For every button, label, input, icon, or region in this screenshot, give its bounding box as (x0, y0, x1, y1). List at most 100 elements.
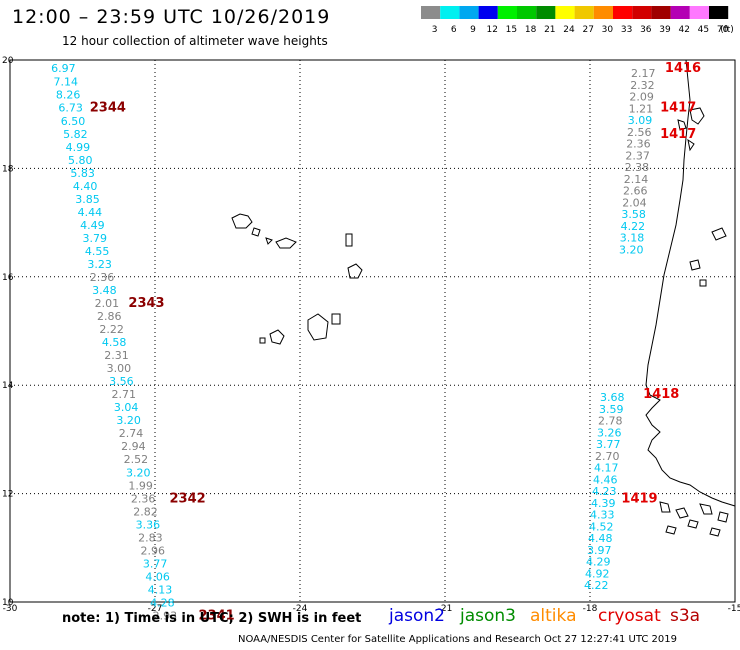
swh-value-label: 3.09 (628, 114, 653, 127)
swh-value-label: 3.77 (596, 438, 621, 451)
scale-label: 24 (563, 25, 575, 35)
swh-value-label: 4.52 (589, 520, 614, 533)
swh-value-label: 3.36 (136, 518, 161, 531)
swh-value-label: 3.18 (620, 232, 645, 245)
swh-value-label: 6.97 (51, 62, 75, 75)
satellite-legend-item: jason2 (389, 606, 445, 626)
swh-value-label: 3.20 (126, 466, 151, 479)
scale-label: 42 (678, 25, 689, 35)
swh-value-label: 3.85 (75, 193, 100, 206)
scale-label: 33 (621, 25, 632, 35)
map-subtitle: 12 hour collection of altimeter wave hei… (62, 34, 328, 48)
santa-luzia-island (265, 237, 273, 245)
swh-value-label: 2.86 (97, 310, 122, 323)
scale-label: 70 (717, 25, 729, 35)
sao-vicente-island (251, 227, 261, 237)
lat-tick-label: 18 (2, 164, 14, 174)
africa-coastline (645, 59, 736, 507)
scale-swatch (459, 6, 479, 19)
swh-value-label: 4.28 (150, 596, 175, 609)
lon-tick-label: -21 (438, 604, 453, 614)
swh-value-label: 2.36 (626, 138, 651, 151)
swh-value-label: 2.93 (153, 609, 178, 622)
swh-value-label: 2.17 (631, 67, 656, 80)
swh-value-label: 4.44 (78, 206, 103, 219)
fogo-island (269, 329, 285, 345)
scale-label: 15 (506, 25, 517, 35)
swh-value-label: 4.58 (102, 336, 127, 349)
swh-value-label: 2.38 (625, 161, 650, 174)
swh-value-label: 2.36 (90, 271, 115, 284)
pass-time-label: 2343 (128, 296, 164, 311)
scale-label: 27 (582, 25, 593, 35)
swh-value-label: 2.94 (121, 440, 145, 453)
swh-value-label: 2.74 (119, 427, 144, 440)
swh-value-label: 4.48 (588, 532, 613, 545)
coastline (231, 59, 736, 537)
boa-vista-island (347, 263, 363, 279)
swh-value-label: 2.82 (133, 505, 158, 518)
swh-value-label: 5.80 (68, 154, 93, 167)
lat-tick-label: 10 (2, 598, 14, 608)
sal-island (345, 233, 353, 247)
swh-value-label: 2.70 (595, 450, 620, 463)
lat-tick-label: 14 (2, 381, 14, 391)
map-grid: -30 -27 -24 -21 -18 -15 20 18 16 14 12 10 (2, 56, 740, 614)
swh-value-label: 3.59 (599, 403, 624, 416)
swh-value-label: 4.33 (590, 509, 615, 522)
swh-value-label: 3.56 (109, 375, 134, 388)
swh-value-label: 4.29 (586, 556, 611, 569)
banc-arguin-islands (677, 107, 705, 152)
sao-nicolau-island (275, 237, 297, 249)
scale-swatch (536, 6, 556, 19)
swh-value-label: 3.26 (597, 426, 622, 439)
footnote: note: 1) Time is in UTC; 2) SWH is in fe… (62, 611, 362, 626)
swh-value-label: 2.37 (625, 149, 650, 162)
swh-value-label: 3.20 (619, 243, 644, 256)
swh-value-label: 1.21 (629, 102, 654, 115)
map-title: 12:00 – 23:59 UTC 10/26/2019 (12, 6, 331, 28)
swh-value-label: 5.82 (63, 128, 88, 141)
swh-value-label: 4.17 (594, 462, 619, 475)
lon-tick-label: -24 (293, 604, 308, 614)
scale-label: 45 (698, 25, 709, 35)
swh-value-label: 3.04 (114, 401, 138, 414)
swh-value-label: 3.20 (116, 414, 141, 427)
swh-value-label: 4.13 (148, 583, 173, 596)
scale-swatch (651, 6, 671, 19)
pass-time-label: 1417 (660, 100, 696, 115)
pass-time-label: 2342 (170, 491, 206, 506)
swh-value-label: 4.46 (593, 473, 618, 486)
swh-value-label: 4.99 (66, 141, 91, 154)
scale-label: 18 (525, 25, 537, 35)
satellite-legend-item: altika (530, 606, 577, 626)
swh-value-label: 2.78 (598, 415, 623, 428)
swh-value-label: 6.73 (58, 101, 82, 114)
bijagos-islands (659, 501, 729, 537)
swh-value-label: 3.68 (600, 391, 625, 404)
scale-swatch (517, 6, 537, 19)
scale-label: 9 (470, 25, 476, 35)
santo-antao-island (231, 213, 253, 229)
swh-value-label: 2.83 (138, 531, 163, 544)
brava-island (259, 337, 266, 344)
swh-value-label: 4.49 (80, 219, 105, 232)
scale-swatch (689, 6, 709, 19)
swh-value-label: 1.99 (128, 479, 153, 492)
satellite-legend-item: jason3 (460, 606, 516, 626)
santiago-island (307, 313, 329, 341)
swh-value-label: 4.06 (145, 570, 170, 583)
lat-tick-label: 20 (2, 56, 14, 66)
satellite-legend-item: s3a (670, 606, 701, 626)
pass-time-label: 1416 (665, 61, 701, 76)
swh-value-label: 2.56 (627, 126, 652, 139)
lat-tick-label: 12 (2, 490, 13, 500)
swh-value-label: 4.40 (73, 180, 98, 193)
swh-value-label: 4.23 (592, 485, 617, 498)
pass-time-label: 2341 (199, 608, 235, 623)
scale-label: 30 (602, 25, 614, 35)
color-scale-legend: 3 6 9 12 15 18 21 24 27 30 33 36 39 42 45 70(ft) (421, 6, 734, 35)
scale-swatch (478, 6, 498, 19)
swh-value-label: 2.36 (131, 492, 156, 505)
swh-value-label: 4.22 (621, 220, 646, 233)
